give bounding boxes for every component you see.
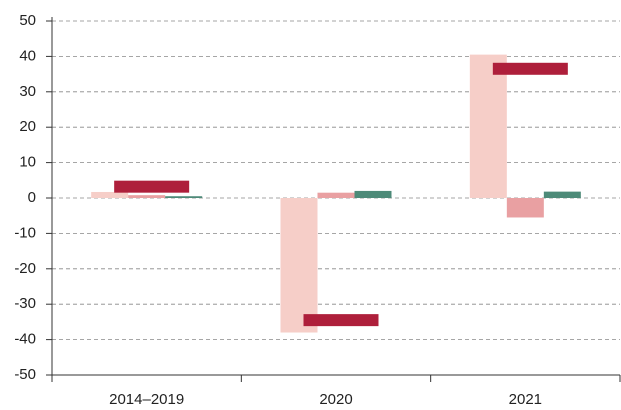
- bar: [165, 196, 203, 198]
- bar: [128, 195, 166, 198]
- marker: [492, 62, 568, 75]
- y-tick-label: 40: [19, 47, 36, 64]
- bar: [354, 190, 392, 198]
- bar: [317, 192, 355, 198]
- y-tick-label: 0: [28, 189, 36, 206]
- bar: [280, 198, 318, 333]
- bar: [543, 191, 581, 198]
- x-tick-label: 2020: [319, 391, 352, 408]
- y-tick-label: 50: [19, 12, 36, 29]
- marker: [114, 180, 190, 193]
- y-tick-label: 10: [19, 154, 36, 171]
- y-tick-label: 30: [19, 83, 36, 100]
- bar: [91, 191, 129, 198]
- y-tick-label: -40: [14, 331, 36, 348]
- y-tick-label: -10: [14, 224, 36, 241]
- bar: [506, 198, 544, 218]
- x-tick-label: 2021: [509, 391, 542, 408]
- marker: [303, 314, 379, 327]
- y-tick-label: -20: [14, 260, 36, 277]
- y-tick-label: 20: [19, 118, 36, 135]
- x-tick-label: 2014–2019: [109, 391, 184, 408]
- y-tick-label: -50: [14, 366, 36, 383]
- bar: [469, 54, 507, 198]
- y-tick-label: -30: [14, 295, 36, 312]
